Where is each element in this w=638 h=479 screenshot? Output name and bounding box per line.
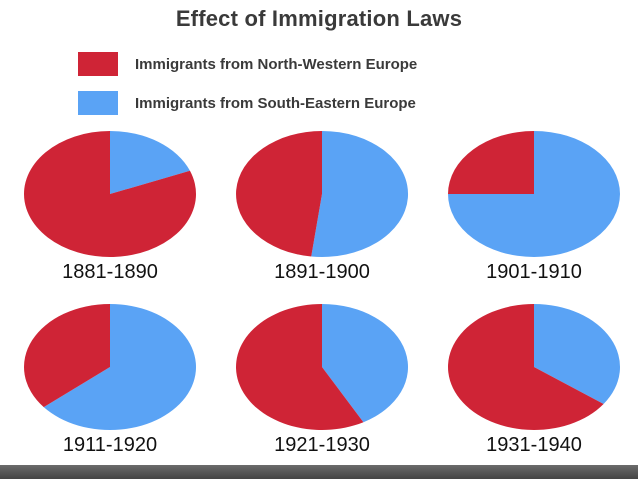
pie-slice-north-western: [236, 304, 364, 430]
legend-item-south-eastern: Immigrants from South-Eastern Europe: [78, 91, 416, 115]
legend-swatch-south-eastern: [78, 91, 118, 115]
slide-bottom-bar: [0, 465, 638, 479]
pie-chart-1911-1920: 1911-1920: [24, 303, 197, 456]
pie-slice-north-western: [448, 131, 534, 194]
pie-label: 1901-1910: [486, 261, 582, 283]
pie-label: 1911-1920: [63, 434, 157, 456]
pie-slice-south-eastern: [43, 303, 197, 430]
legend-swatch-north-western: [78, 52, 118, 76]
pie-label: 1891-1900: [274, 261, 370, 283]
pie-chart-1891-1900: 1891-1900: [236, 131, 409, 283]
pie-chart-1931-1940: 1931-1940: [448, 304, 621, 456]
pie-chart-1881-1890: 1881-1890: [23, 131, 196, 283]
pie-slice-north-western: [23, 131, 196, 257]
legend-label-north-western: Immigrants from North-Western Europe: [135, 55, 418, 73]
pie-slice-north-western: [236, 131, 322, 257]
pie-slice-north-western: [448, 304, 604, 431]
pie-label: 1921-1930: [274, 434, 370, 456]
pie-chart-1921-1930: 1921-1930: [236, 304, 409, 456]
pie-slice-south-eastern: [110, 131, 190, 194]
pie-charts-grid: 1881-1890 1891-1900 1901-1910 1911-1920 1921…: [23, 131, 621, 456]
pie-slice-south-eastern: [311, 131, 409, 257]
pie-slice-south-eastern: [322, 304, 409, 423]
pie-label: 1881-1890: [62, 261, 158, 283]
legend-item-north-western: Immigrants from North-Western Europe: [78, 52, 417, 76]
legend-label-south-eastern: Immigrants from South-Eastern Europe: [135, 94, 416, 112]
pie-label: 1931-1940: [486, 434, 582, 456]
pie-chart-1901-1910: 1901-1910: [448, 131, 620, 283]
chart-title: Effect of Immigration Laws: [175, 6, 463, 31]
pie-slice-south-eastern: [534, 304, 621, 405]
pie-slice-north-western: [24, 304, 111, 408]
